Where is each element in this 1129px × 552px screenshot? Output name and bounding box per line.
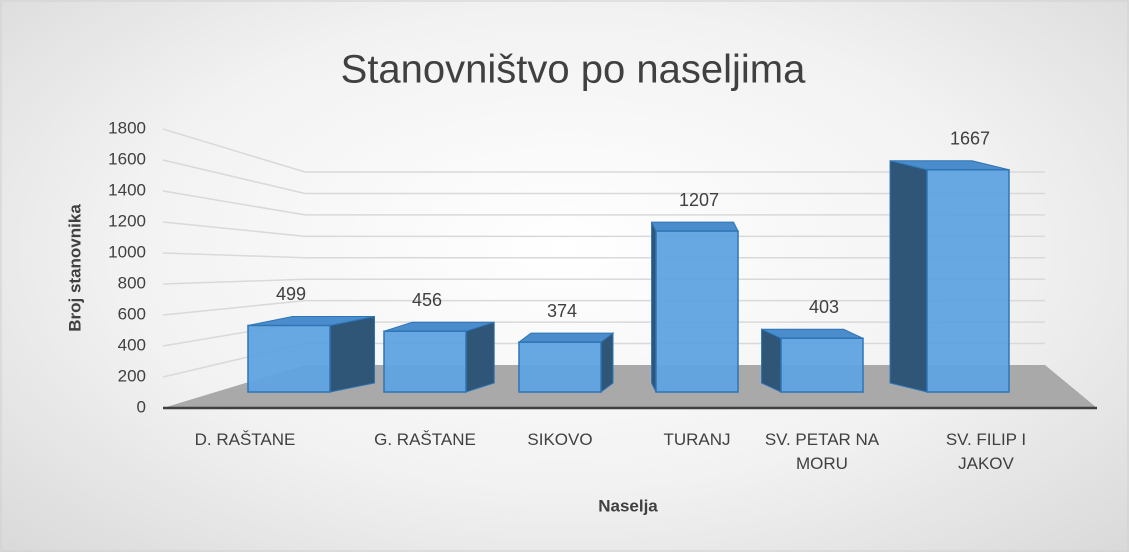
- bar: [926, 168, 1010, 393]
- bar: [518, 341, 602, 393]
- data-label: 403: [809, 297, 839, 317]
- bar-side: [600, 332, 614, 393]
- grid-line: [162, 278, 1045, 285]
- y-tick-label: 1000: [108, 242, 146, 261]
- bar-side: [465, 321, 495, 393]
- y-tick-label: 200: [118, 366, 146, 385]
- y-tick-label: 1200: [108, 211, 146, 230]
- bar-side: [329, 315, 376, 393]
- x-tick-label: TURANJ: [663, 430, 731, 449]
- data-label: 456: [412, 290, 442, 310]
- y-axis-label: Broj stanovnika: [65, 204, 84, 332]
- y-tick-label: 1600: [108, 149, 146, 168]
- x-tick-label: SIKOVO: [527, 430, 593, 449]
- bar: [655, 230, 739, 393]
- x-tick-label: SV. PETAR NA MORU: [764, 430, 880, 473]
- bar: [383, 330, 467, 393]
- bar-top: [517, 332, 615, 343]
- bar-side: [761, 328, 782, 393]
- bar: [247, 324, 331, 393]
- grid-line: [162, 190, 1045, 216]
- bar: [780, 337, 864, 393]
- y-tick-label: 1400: [108, 180, 146, 199]
- grid-line: [162, 299, 1045, 316]
- grid-line: [162, 252, 1045, 259]
- y-tick-label: 0: [137, 397, 146, 416]
- x-tick-label: D. RAŠTANE: [194, 430, 296, 449]
- bar-top: [650, 221, 739, 232]
- y-tick-label: 400: [118, 335, 146, 354]
- data-label: 499: [276, 284, 306, 304]
- data-label: 1207: [679, 190, 719, 210]
- y-tick-label: 800: [118, 273, 146, 292]
- x-tick-label: G. RAŠTANE: [374, 430, 476, 449]
- y-tick-label: 1800: [108, 118, 146, 137]
- grid-line: [162, 128, 1045, 173]
- data-label: 1667: [950, 128, 990, 148]
- x-axis-label: Naselja: [598, 496, 658, 515]
- data-label: 374: [547, 301, 577, 321]
- bar-side: [889, 160, 928, 393]
- x-tick-label: SV. FILIP I JAKOV: [945, 430, 1027, 473]
- grid-line: [162, 221, 1045, 238]
- chart-title: Stanovništvo po naseljima: [341, 48, 806, 92]
- grid-line: [162, 159, 1045, 195]
- y-tick-label: 600: [118, 304, 146, 323]
